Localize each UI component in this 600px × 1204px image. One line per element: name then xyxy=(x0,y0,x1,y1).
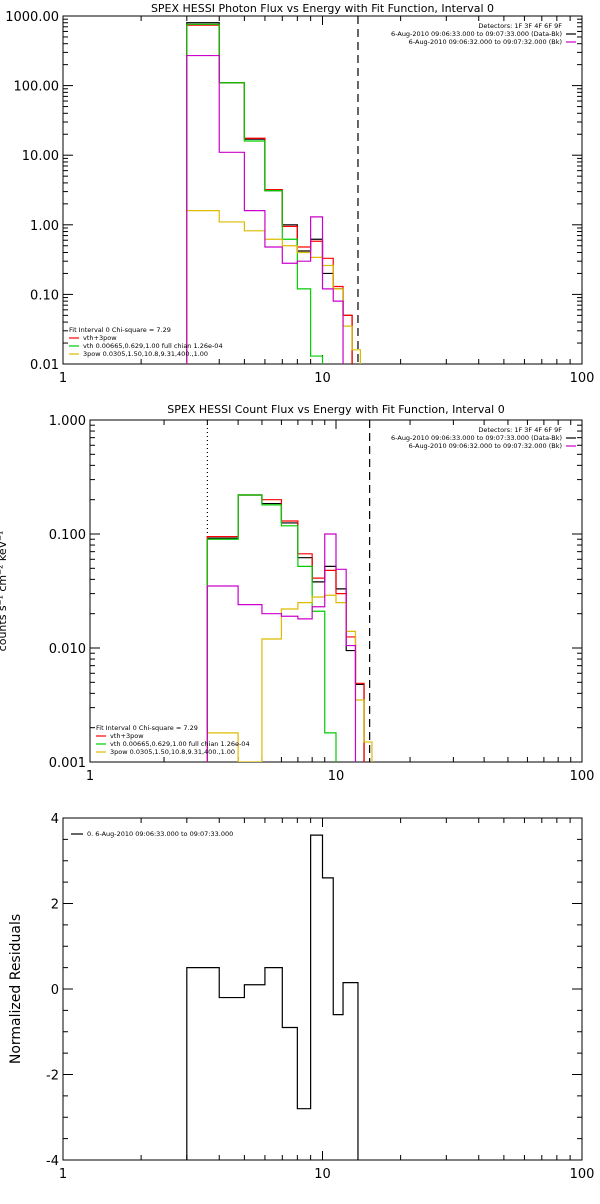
y-tick-label: 2 xyxy=(51,898,59,913)
x-tick-label: 10 xyxy=(314,371,331,386)
info-line: 6-Aug-2010 09:06:32.000 to 09:07:32.000 … xyxy=(409,442,562,450)
info-line: 6-Aug-2010 09:06:32.000 to 09:07:32.000 … xyxy=(409,38,562,46)
info-line: Detectors: 1F 3F 4F 6F 9F xyxy=(478,22,562,30)
series-line-2 xyxy=(206,494,365,762)
y-tick-label: 0.10 xyxy=(30,288,59,303)
series-group xyxy=(186,22,362,364)
series-line-2 xyxy=(186,24,353,364)
info-line: Detectors: 1F 3F 4F 6F 9F xyxy=(478,426,562,434)
y-tick-label: 0.100 xyxy=(49,528,86,543)
legend-entry: vth 0.00665,0.629,1.00 full chian 1.26e-… xyxy=(110,740,250,748)
y-tick-label: 4 xyxy=(51,812,59,827)
x-tick-label: 100 xyxy=(570,1167,595,1182)
series-line-4 xyxy=(206,594,373,762)
legend-title: Fit Interval 0 Chi-square = 7.29 xyxy=(96,724,198,732)
legend-title: Fit Interval 0 Chi-square = 7.29 xyxy=(69,326,171,334)
y-tick-label: -4 xyxy=(46,1154,59,1169)
series-line-1 xyxy=(186,834,359,1160)
y-tick-label: -2 xyxy=(46,1069,59,1084)
y-tick-label: 1.000 xyxy=(49,414,86,429)
legend-entry: vth+3pow xyxy=(110,732,144,740)
series-line-5 xyxy=(186,54,344,364)
chart-title: SPEX HESSI Photon Flux vs Energy with Fi… xyxy=(151,2,494,15)
legend-entry: 3pow 0.0305,1.50,10.8,9.31,400.,1.00 xyxy=(110,748,235,756)
series-group xyxy=(186,834,359,1160)
series-line-5 xyxy=(206,533,357,762)
info-line: 6-Aug-2010 09:06:33.000 to 09:07:33.000 … xyxy=(391,434,562,442)
series-line-3 xyxy=(206,494,337,762)
x-tick-label: 1 xyxy=(59,371,67,386)
series-group xyxy=(206,494,373,762)
chart-panel-1 xyxy=(62,15,583,365)
y-axis-label: Normalized Residuals xyxy=(8,914,24,1064)
x-tick-label: 10 xyxy=(314,1167,331,1182)
y-tick-label: 100.00 xyxy=(14,80,60,95)
legend-entry: 3pow 0.0305,1.50,10.8,9.31,400.,1.00 xyxy=(83,350,208,358)
chart-title: SPEX HESSI Count Flux vs Energy with Fit… xyxy=(167,403,504,416)
y-axis-label: counts s⁻¹ cm⁻² keV⁻¹ xyxy=(0,531,9,652)
series-line-3 xyxy=(186,23,324,364)
legend-entry: 0. 6-Aug-2010 09:06:33.000 to 09:07:33.0… xyxy=(87,830,233,838)
chart-panel-2 xyxy=(89,419,583,763)
plot-frame xyxy=(62,15,583,365)
y-tick-label: 1.00 xyxy=(30,219,59,234)
y-tick-label: 0.001 xyxy=(49,756,86,771)
x-tick-label: 100 xyxy=(570,371,595,386)
y-tick-label: 0.01 xyxy=(30,358,59,373)
y-tick-label: 1000.00 xyxy=(5,10,59,25)
y-tick-label: 0 xyxy=(51,983,59,998)
legend-entry: vth+3pow xyxy=(83,334,117,342)
x-tick-label: 1 xyxy=(59,1167,67,1182)
legend-entry: vth 0.00665,0.629,1.00 full chian 1.26e-… xyxy=(83,342,223,350)
chart-panel-3 xyxy=(62,817,583,1161)
series-line-1 xyxy=(186,22,353,364)
x-tick-label: 100 xyxy=(570,769,595,784)
y-tick-label: 10.00 xyxy=(22,149,59,164)
y-tick-label: 0.010 xyxy=(49,642,86,657)
x-tick-label: 1 xyxy=(86,769,94,784)
info-line: 6-Aug-2010 09:06:33.000 to 09:07:33.000 … xyxy=(391,30,562,38)
x-tick-label: 10 xyxy=(328,769,345,784)
